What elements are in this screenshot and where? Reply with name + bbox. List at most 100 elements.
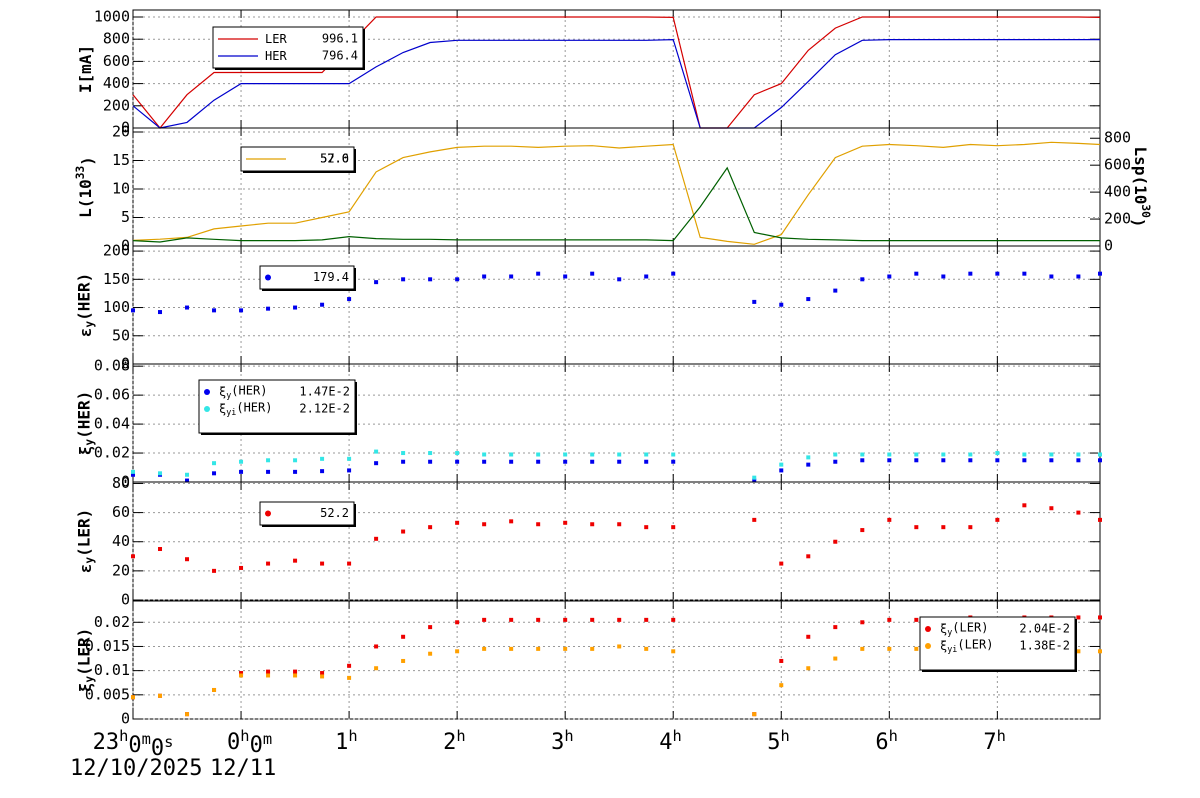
data-point — [239, 459, 244, 464]
data-point — [1076, 452, 1081, 457]
legend-symbol — [925, 643, 931, 649]
date-label: 12/10/2025 — [70, 756, 202, 781]
data-point — [509, 274, 514, 279]
data-point — [131, 472, 135, 477]
panel-frame — [132, 481, 1101, 601]
data-point — [1049, 274, 1054, 279]
data-point — [644, 525, 649, 530]
data-point — [995, 451, 1000, 456]
data-point — [860, 458, 865, 463]
data-point — [347, 297, 352, 302]
data-point — [401, 459, 406, 464]
data-point — [752, 478, 757, 483]
legend-symbol — [925, 626, 931, 632]
data-point — [590, 617, 595, 622]
data-point — [617, 277, 622, 282]
x-tick-label: 23h0m0s — [93, 727, 174, 761]
data-point — [266, 469, 271, 474]
data-point — [401, 277, 406, 282]
data-point — [266, 669, 271, 674]
data-point — [536, 646, 541, 651]
y-axis-label: ξy(HER) — [74, 391, 96, 456]
data-point — [914, 525, 919, 530]
data-point — [941, 452, 946, 457]
y-tick-label: 0 — [121, 119, 130, 137]
y2-tick-label: 400 — [1104, 183, 1131, 201]
data-point — [347, 561, 352, 566]
legend — [198, 379, 356, 434]
data-point — [482, 452, 487, 457]
data-point — [563, 274, 568, 279]
data-point — [212, 471, 217, 476]
data-point — [995, 517, 1000, 522]
data-point — [536, 617, 541, 622]
data-point — [320, 302, 325, 307]
data-point — [185, 557, 190, 562]
data-point — [293, 669, 298, 674]
legend-value: 2.12E-2 — [299, 402, 350, 416]
data-point — [1022, 458, 1027, 463]
y2-tick-label: 600 — [1104, 156, 1131, 174]
data-point — [914, 458, 919, 463]
data-point — [1076, 274, 1081, 279]
y-tick-label: 600 — [103, 52, 130, 70]
data-point — [1076, 649, 1081, 654]
legend-value: 52.2 — [320, 506, 349, 520]
data-point — [806, 455, 811, 460]
data-point — [293, 458, 298, 463]
data-point — [752, 299, 757, 304]
data-point — [806, 666, 811, 671]
data-point — [752, 712, 757, 717]
data-point — [887, 646, 892, 651]
data-point — [131, 695, 135, 700]
y-tick-label: 0 — [121, 473, 130, 491]
y-tick-label: 200 — [103, 242, 130, 260]
data-point — [293, 558, 298, 563]
series-line — [132, 16, 1101, 129]
y-tick-label: 0.02 — [94, 444, 130, 462]
data-point — [428, 277, 433, 282]
data-point — [617, 459, 622, 464]
data-point — [671, 452, 676, 457]
data-point — [401, 658, 406, 663]
data-point — [536, 452, 541, 457]
y-tick-label: 0 — [121, 237, 130, 255]
data-point — [617, 452, 622, 457]
legend-value: 179.4 — [313, 270, 349, 284]
data-point — [455, 520, 460, 525]
data-point — [644, 452, 649, 457]
data-point — [428, 525, 433, 530]
data-point — [833, 459, 838, 464]
data-point — [428, 451, 433, 456]
legend-symbol — [265, 510, 271, 517]
y-tick-label: 0.015 — [85, 637, 130, 655]
data-point — [779, 658, 784, 663]
data-point — [1076, 510, 1081, 515]
date-label: 12/11 — [210, 756, 276, 781]
data-point — [590, 522, 595, 527]
data-point — [158, 693, 163, 698]
data-point — [374, 644, 379, 649]
data-point — [131, 308, 135, 313]
legend-label: ξyi(HER) — [219, 400, 273, 416]
data-point — [1076, 615, 1081, 620]
data-point — [1022, 452, 1027, 457]
y-tick-label: 800 — [103, 30, 130, 48]
data-point — [1098, 649, 1102, 654]
data-point — [617, 617, 622, 622]
data-point — [509, 519, 514, 524]
y-axis-label: εy(HER) — [74, 273, 96, 338]
data-point — [374, 536, 379, 541]
y-axis-label: ξy(LER) — [74, 628, 96, 693]
data-point — [509, 452, 514, 457]
y-tick-label: 10 — [112, 179, 130, 197]
data-point — [752, 517, 757, 522]
data-point — [806, 462, 811, 467]
data-point — [293, 469, 298, 474]
data-point — [455, 459, 460, 464]
data-point — [320, 469, 325, 474]
data-point — [320, 674, 325, 679]
series-line — [132, 38, 1100, 129]
legend — [212, 26, 364, 69]
y-tick-label: 0.02 — [94, 613, 130, 631]
